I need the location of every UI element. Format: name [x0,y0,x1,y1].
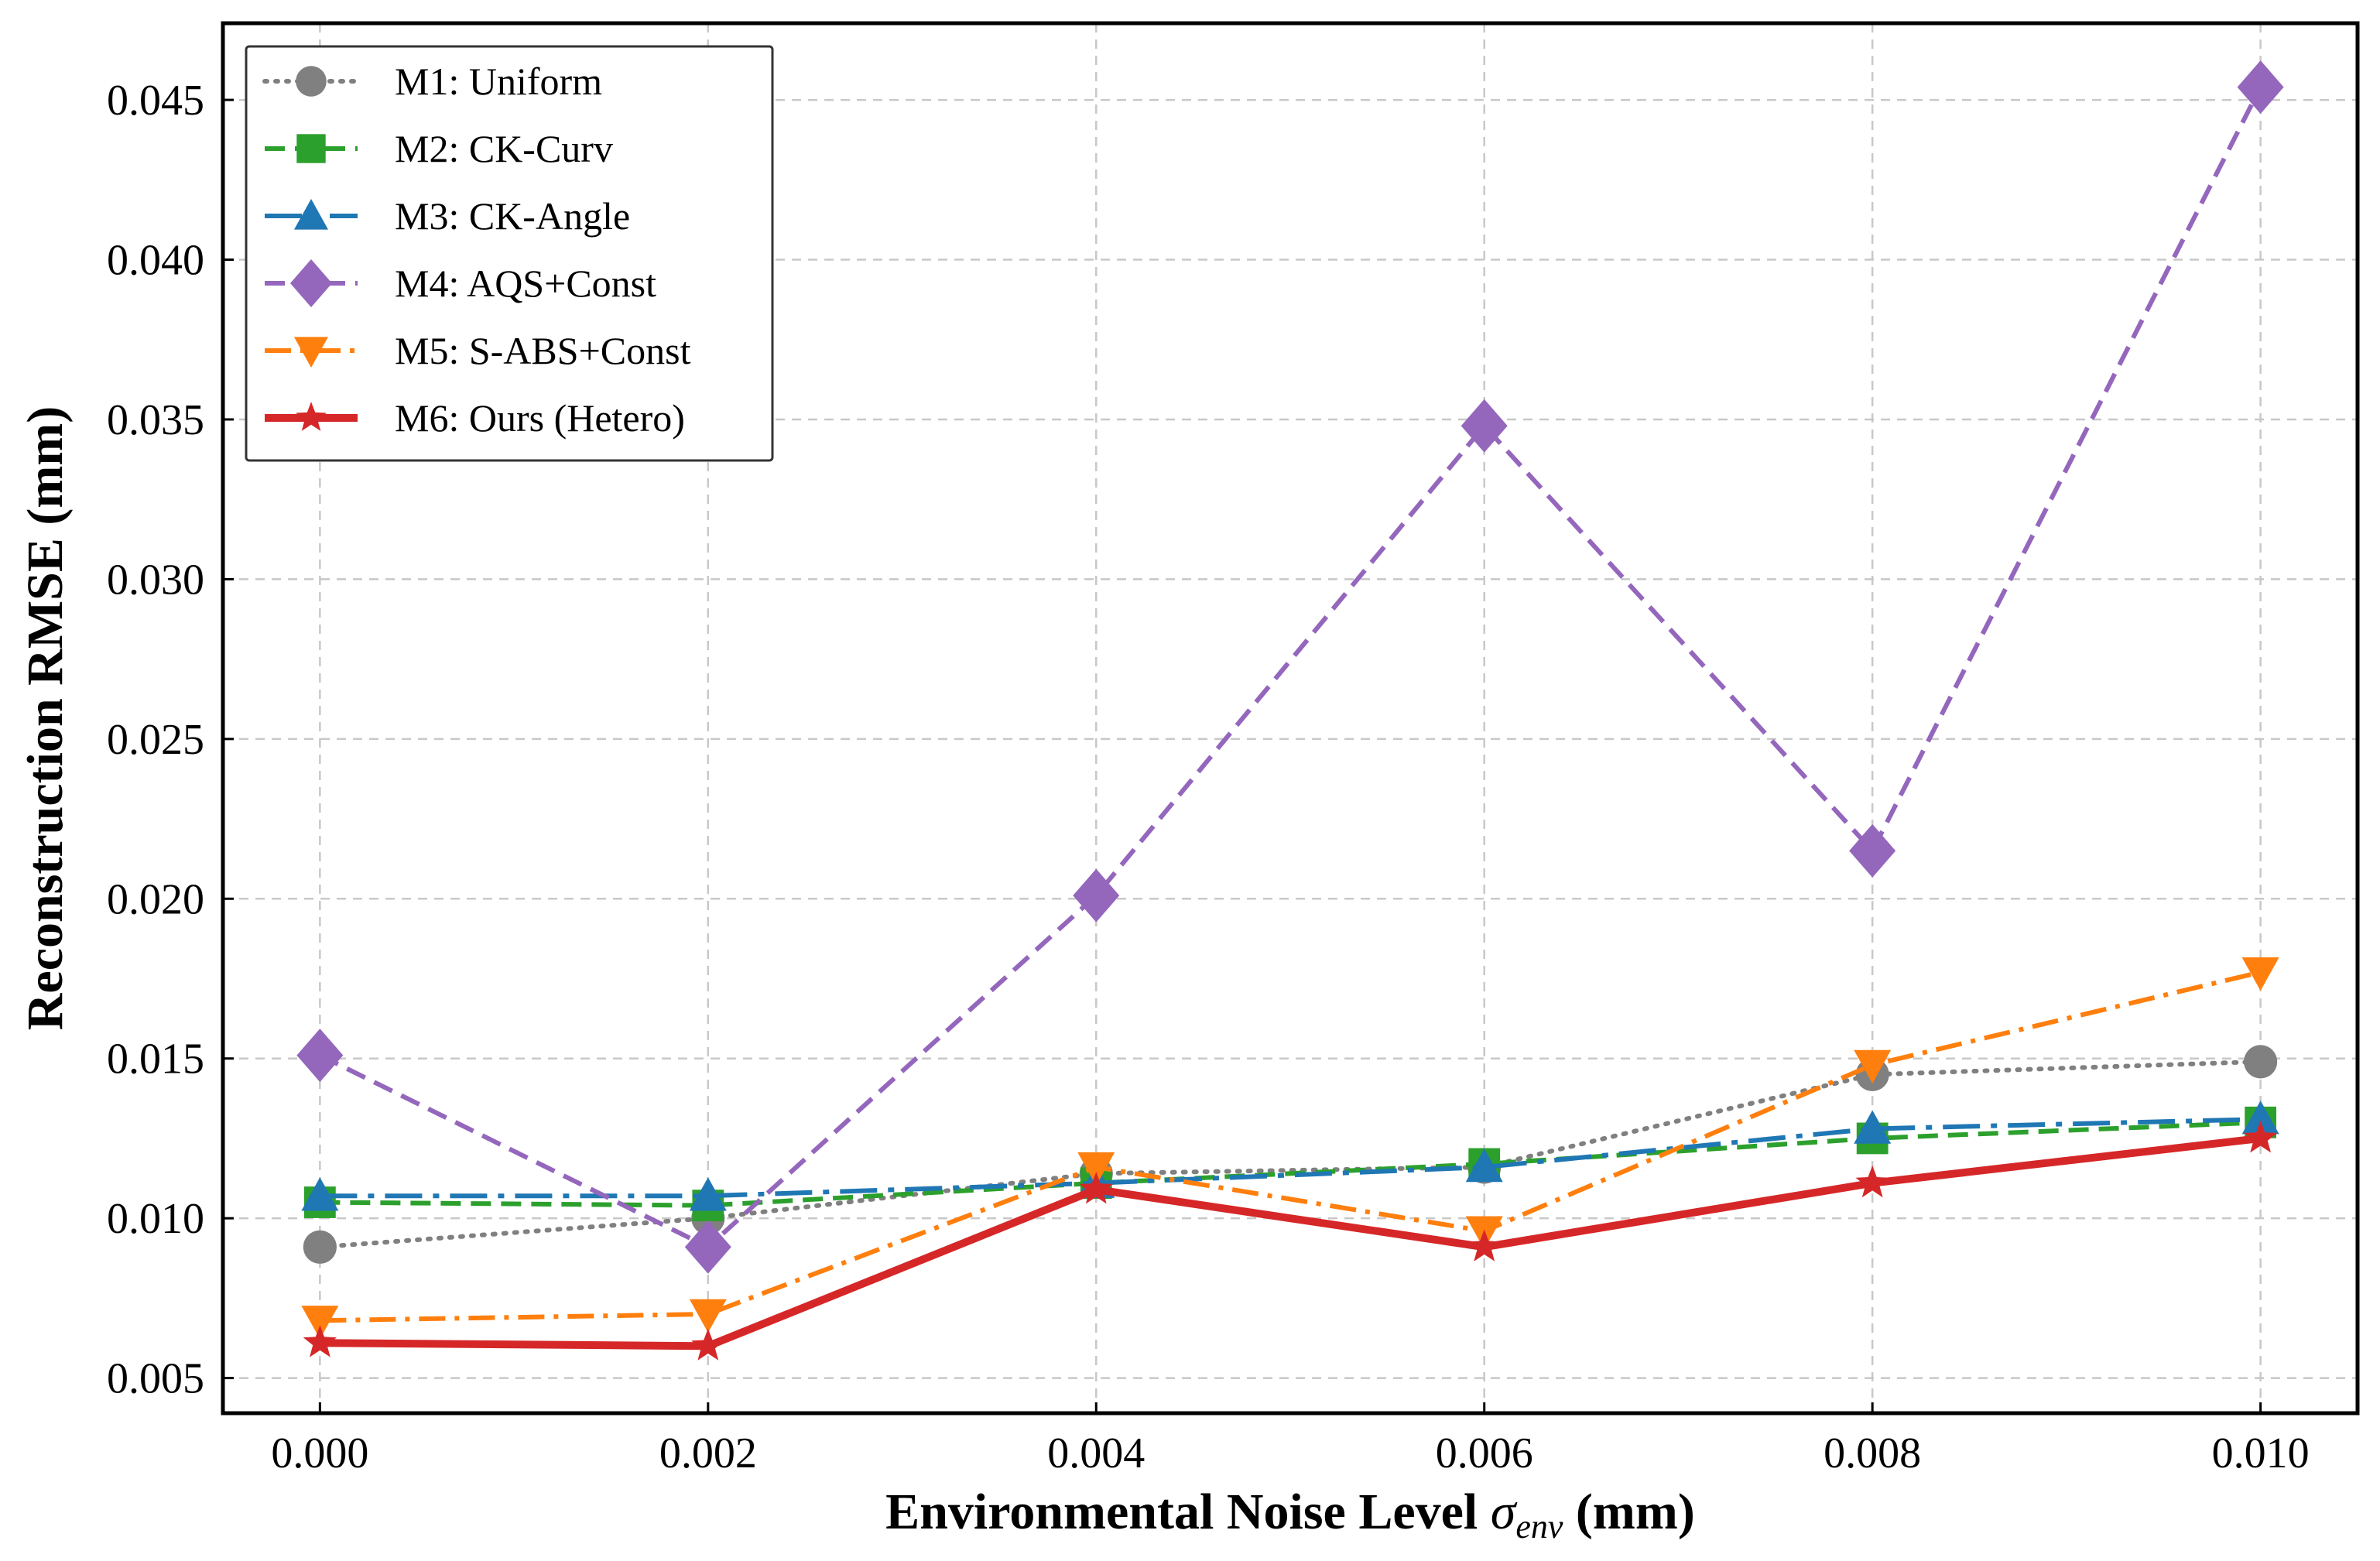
legend-label: M6: Ours (Hetero) [395,396,685,440]
legend-marker [296,66,327,97]
series-m4 [296,60,2284,1274]
y-tick-label: 0.030 [107,556,204,604]
legend-item-m1: M1: Uniform [262,60,602,103]
data-point-m6 [303,1325,337,1357]
data-point-m6 [1467,1229,1502,1261]
data-point-m4 [2237,60,2284,115]
x-axis-title-symbol: σ [1491,1484,1518,1540]
series-m6 [303,1121,2278,1361]
data-point-m3 [2241,1101,2279,1135]
legend-marker [296,402,327,431]
data-point-m5 [2241,957,2279,991]
data-point-m4 [684,1220,731,1274]
legend-marker [294,199,328,230]
series-line-m3 [320,1117,2261,1199]
legend-item-m6: M6: Ours (Hetero) [265,396,685,440]
legend-label: M4: AQS+Const [395,262,656,305]
data-point-m5 [301,1306,339,1340]
series-layer [296,60,2284,1361]
y-tick-label: 0.010 [107,1195,204,1243]
legend-marker [290,258,332,308]
data-point-m5 [1077,1152,1115,1186]
x-tick-label: 0.008 [1824,1429,1921,1477]
x-tick-label: 0.006 [1436,1429,1533,1477]
data-point-m5 [689,1299,727,1333]
data-point-m1 [2244,1045,2278,1079]
legend-marker [294,337,328,368]
legend: M1: Uniform M2: CK-Curv M3: CK-Angle M4: AQ… [245,45,774,462]
data-point-m3 [301,1177,339,1211]
data-point-m4 [296,1029,344,1083]
series-line-m5 [320,970,2262,1323]
y-tick-label: 0.040 [107,237,204,285]
legend-frame [245,45,774,462]
x-tick-label: 0.002 [659,1429,757,1477]
x-axis-title-prefix: Environmental Noise Level [885,1484,1491,1540]
data-point-m6 [691,1328,725,1361]
y-tick-label: 0.005 [107,1355,204,1403]
series-line-m1 [317,1059,2263,1250]
data-point-m4 [1461,399,1508,453]
data-point-m6 [1855,1165,1889,1198]
data-point-m4 [1073,868,1120,923]
legend-item-m4: M4: AQS+Const [265,258,656,308]
legend-label: M3: CK-Angle [395,194,630,238]
tick-layer: 0.000 0.002 0.004 0.006 0.008 0.010 0.005 0.010… [107,77,2310,1477]
x-axis-title-subscript: env [1515,1508,1563,1546]
legend-label: M1: Uniform [395,60,602,103]
data-point-m3 [1854,1110,1892,1144]
series-line-m6 [320,1134,2262,1350]
y-tick-label: 0.015 [107,1036,204,1083]
x-axis-title-suffix: (mm) [1563,1484,1694,1540]
series-m5 [301,957,2279,1340]
series-m1 [303,1045,2278,1264]
legend-item-m3: M3: CK-Angle [265,194,630,238]
data-point-m1 [303,1230,337,1264]
series-line-m2 [320,1120,2261,1208]
legend-marker [296,134,326,163]
x-axis-title: Environmental Noise Level σenv (mm) [885,1484,1695,1546]
plot-frame [221,21,2360,1416]
data-point-m3 [1465,1148,1503,1183]
data-point-m3 [689,1177,727,1211]
data-point-m6 [2244,1121,2278,1153]
y-tick-label: 0.025 [107,716,204,764]
legend-item-m2: M2: CK-Curv [265,127,613,170]
x-tick-label: 0.010 [2212,1429,2310,1477]
y-tick-label: 0.020 [107,875,204,923]
series-m2 [303,1106,2277,1222]
legend-label: M2: CK-Curv [395,127,613,170]
y-tick-label: 0.045 [107,77,204,125]
y-tick-label: 0.035 [107,396,204,444]
x-tick-label: 0.004 [1047,1429,1145,1477]
data-point-m5 [1854,1049,1892,1083]
legend-label: M5: S-ABS+Const [395,329,691,372]
y-axis-title: Reconstruction RMSE (mm) [17,406,74,1031]
data-point-m6 [1079,1172,1113,1204]
data-point-m4 [1849,823,1896,878]
x-tick-label: 0.000 [271,1429,368,1477]
legend-item-m5: M5: S-ABS+Const [265,329,691,372]
